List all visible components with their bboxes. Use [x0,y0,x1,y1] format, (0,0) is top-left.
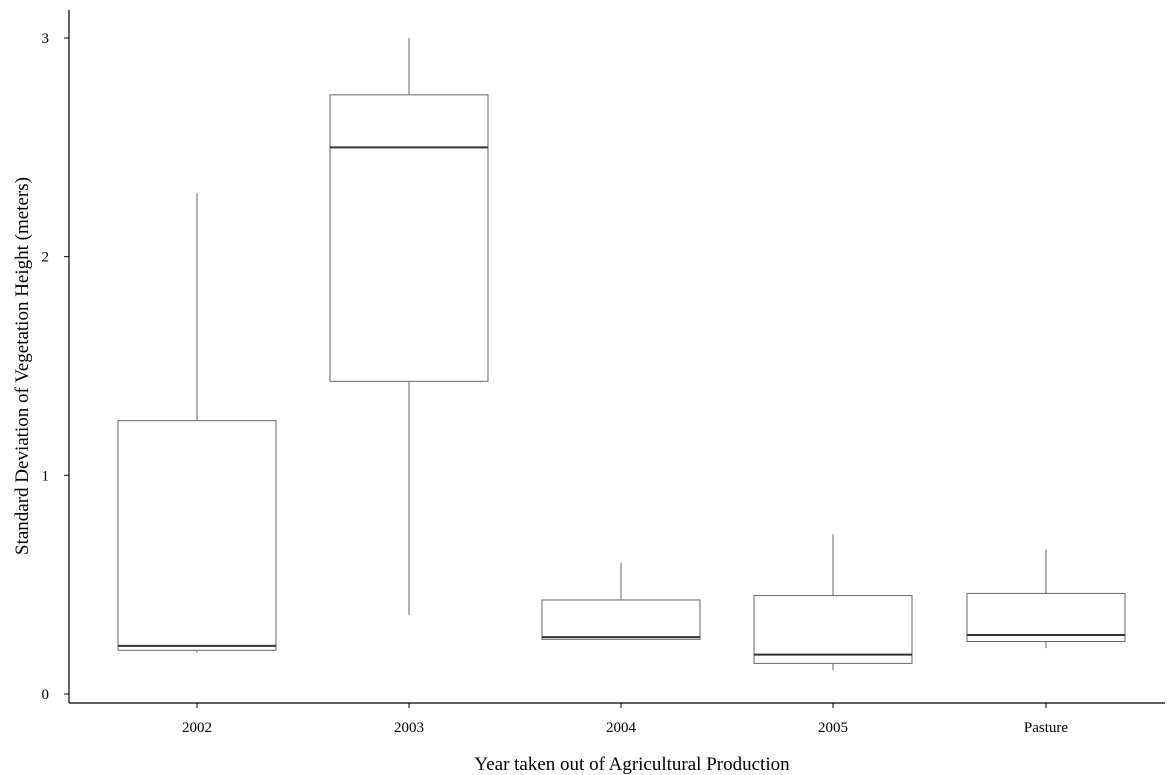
x-tick-label: Pasture [1024,720,1069,736]
box-2002 [117,193,277,653]
box-iqr [753,595,913,664]
x-tick-label: 2003 [394,720,424,736]
plot-area [117,38,1126,670]
box-iqr [966,592,1126,643]
box-iqr [541,599,701,640]
y-axis-title: Standard Deviation of Vegetation Height … [12,177,33,555]
x-tick-label: 2002 [182,720,212,736]
y-tick-label: 2 [42,250,50,266]
x-tick-label: 2004 [606,720,637,736]
y-tick-label: 1 [42,468,50,484]
box-2005 [753,534,913,670]
box-iqr [329,94,489,382]
box-2004 [541,562,701,640]
x-tick-label: 2005 [818,720,848,736]
box-Pasture [966,549,1126,649]
box-iqr [117,420,277,651]
y-tick-label: 0 [42,687,50,703]
box-2003 [329,38,489,616]
y-tick-label: 3 [42,31,50,47]
x-axis-title: Year taken out of Agricultural Productio… [474,754,790,775]
